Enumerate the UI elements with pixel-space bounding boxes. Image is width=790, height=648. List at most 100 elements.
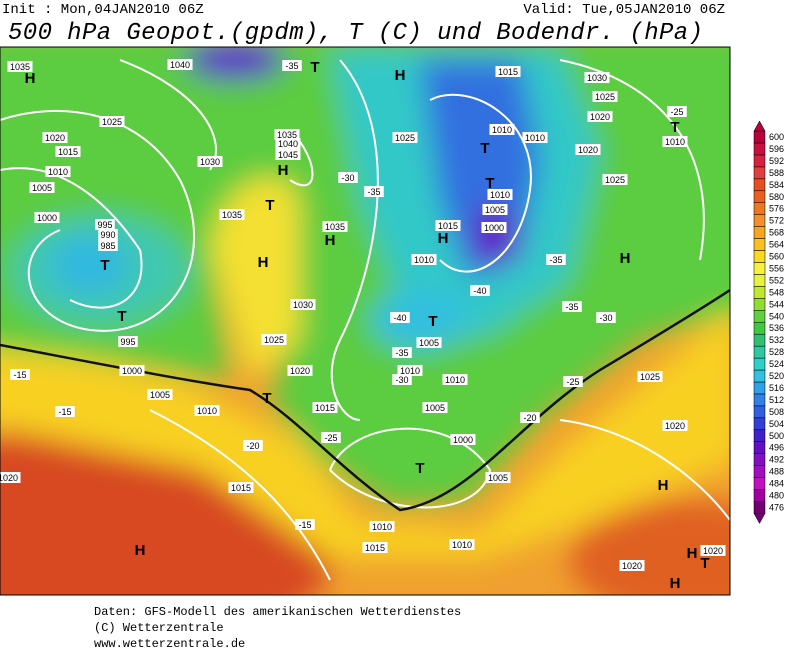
colorbar-swatch [753,202,766,215]
isoline-label: -35 [565,302,578,312]
isoline-label: 1000 [484,223,504,233]
label-box [546,254,566,265]
label-box [275,149,301,160]
colorbar-label: 548 [769,287,784,297]
colorbar-swatch [753,214,766,227]
isoline-label: 1010 [414,255,434,265]
pressure-center-label: T [428,313,437,330]
label-box [522,132,548,143]
label-box [34,212,60,223]
isoline-label: 1025 [640,372,660,382]
colorbar-swatch [753,393,766,407]
pressure-center-label: H [278,162,289,179]
isoline-label: 1010 [445,375,465,385]
label-box [42,132,68,143]
colorbar-label: 532 [769,335,784,345]
colorbar-swatch [753,178,766,192]
colorbar-label: 584 [769,180,784,190]
isoline-label: -35 [395,348,408,358]
colorbar-swatch [753,501,766,514]
colorbar-swatch [753,154,766,168]
footer-line: www.wetterzentrale.de [94,637,245,648]
label-box [322,221,348,232]
colorbar-label: 512 [769,395,784,405]
colorbar-label: 520 [769,371,784,381]
label-box [390,312,410,323]
colorbar-label: 556 [769,263,784,273]
isoline-label: -25 [566,377,579,387]
isoline-label: -20 [246,441,259,451]
pressure-center-label: T [117,308,126,325]
label-box [392,347,412,358]
label-box [481,222,507,233]
isoline-label: 1025 [395,133,415,143]
colorbar-label: 552 [769,275,784,285]
label-box [282,60,302,71]
colorbar-swatch [753,381,766,395]
colorbar-label: 596 [769,144,784,154]
isoline-label: 1005 [488,473,508,483]
label-box [442,374,468,385]
isoline-label: -25 [670,107,683,117]
pressure-center-label: H [620,250,631,267]
isoline-label: 1025 [102,117,122,127]
isoline-label: 1020 [45,133,65,143]
contour-552 [0,288,730,512]
isoline-label: 1035 [325,222,345,232]
label-box [290,299,316,310]
colorbar-label: 536 [769,323,784,333]
label-box [392,132,418,143]
label-box [45,166,71,177]
label-box [596,312,616,323]
isoline-label: 1005 [150,390,170,400]
pressure-center-label: T [485,175,494,192]
isoline-label: 1005 [419,338,439,348]
isoline-label: 995 [97,220,112,230]
colorbar-label: 516 [769,383,784,393]
colorbar-swatch [753,429,766,442]
isoline-label: 1010 [665,137,685,147]
label-box [450,434,476,445]
isoline-label: 990 [100,230,115,240]
label-box [562,301,582,312]
colorbar-swatch [753,453,766,466]
label-box [147,389,173,400]
isoline-label: 1025 [264,335,284,345]
isoline-label: 1035 [277,130,297,140]
isoline-label: 1020 [703,546,723,556]
label-box [274,129,300,140]
colorbar-swatch [753,250,766,263]
pressure-center-label: T [700,555,709,572]
isoline-label: 995 [120,337,135,347]
colorbar-label: 524 [769,359,784,369]
init-time: Init : Mon,04JAN2010 06Z [2,2,204,18]
label-box [7,61,33,72]
label-box [194,405,220,416]
isoline-label: 985 [100,241,115,251]
label-box [397,365,423,376]
valid-time: Valid: Tue,05JAN2010 06Z [523,2,725,18]
label-box [422,402,448,413]
isoline-label: 1015 [498,67,518,77]
isoline-label: 1025 [605,175,625,185]
isoline-label: -35 [285,61,298,71]
pressure-center-label: T [480,140,489,157]
footer-line: (C) Wetterzentrale [94,621,224,635]
colorbar-swatch [753,321,766,335]
colorbar-label: 500 [769,431,784,441]
label-box [99,116,125,127]
colorbar-swatch [753,274,766,287]
label-box [619,560,645,571]
pressure-center-label: H [670,575,681,592]
isoline-label: 1045 [278,150,298,160]
label-box [667,106,687,117]
isoline-label: 1035 [222,210,242,220]
colorbar-swatch [753,130,766,144]
map-title: 500 hPa Geopot.(gpdm), T (C) und Bodendr… [8,20,703,47]
pressure-center-label: H [25,70,36,87]
label-box [485,472,511,483]
colorbar-label: 588 [769,168,784,178]
label-box [0,472,21,483]
isoline-label: 1035 [10,62,30,72]
